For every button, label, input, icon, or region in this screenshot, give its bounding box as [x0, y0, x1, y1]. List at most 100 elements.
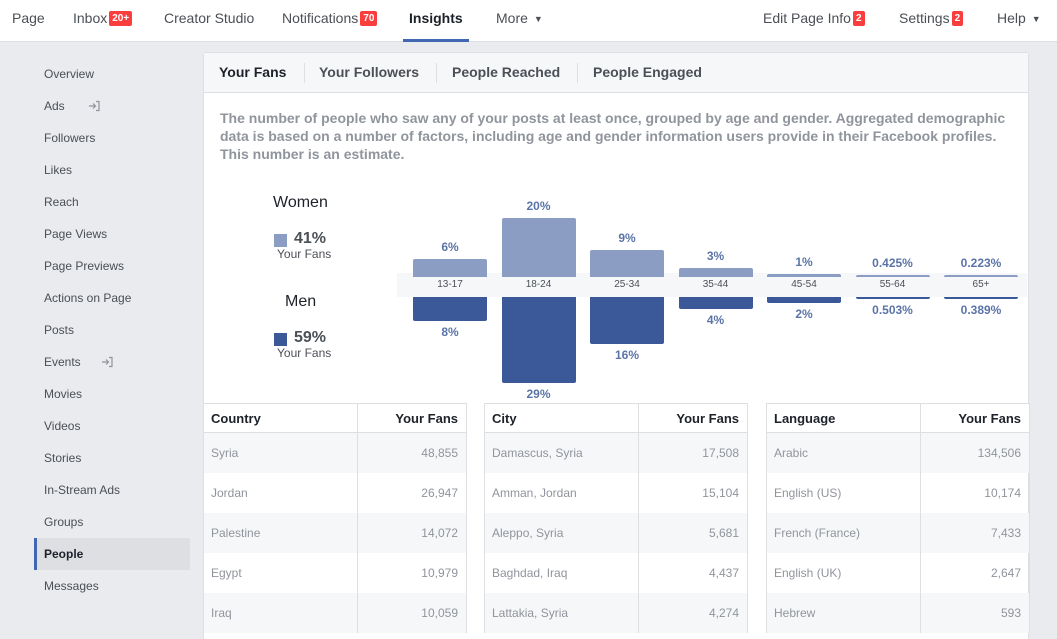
column-divider — [638, 404, 639, 432]
table-cell-name: Jordan — [211, 486, 248, 500]
age-label-18-24: 18-24 — [525, 279, 552, 290]
men-bar-35-44[interactable] — [678, 297, 753, 309]
sidebar-item-stories[interactable]: Stories — [34, 442, 190, 474]
column-header[interactable]: Country — [211, 411, 261, 426]
sidebar-item-label: In-Stream Ads — [44, 483, 121, 497]
language-table: Language Your Fans Arabic 134,506 English … — [766, 403, 1030, 633]
table-cell-name: Aleppo, Syria — [492, 526, 564, 540]
table-cell-value: 593 — [1000, 606, 1021, 620]
table-cell-value: 10,059 — [421, 606, 458, 620]
tab-your-fans[interactable]: Your Fans — [219, 53, 286, 93]
women-bar-65+[interactable] — [944, 275, 1018, 277]
table-body: Arabic 134,506 English (US) 10,174 French … — [767, 433, 1029, 633]
legend-women-sub: Your Fans — [277, 247, 332, 261]
sidebar-item-label: Page Views — [44, 227, 108, 241]
men-bar-55-64[interactable] — [855, 297, 930, 299]
women-bar-55-64[interactable] — [855, 275, 930, 277]
nav-inbox-label: Inbox — [73, 10, 108, 26]
age-label-35-44: 35-44 — [702, 279, 729, 290]
men-bar-18-24[interactable] — [501, 297, 576, 383]
sidebar-item-label: People — [44, 547, 84, 561]
men-bar-13-17[interactable] — [413, 297, 487, 321]
sidebar-item-actions-on-page[interactable]: Actions on Page — [34, 282, 190, 314]
women-bar-45-54[interactable] — [767, 274, 841, 277]
column-divider — [920, 473, 921, 513]
column-header[interactable]: Your Fans — [676, 411, 739, 426]
table-cell-value: 4,274 — [708, 606, 739, 620]
table-row: Lattakia, Syria 4,274 — [485, 593, 747, 633]
table-cell-value: 17,508 — [702, 446, 739, 460]
nav-creator-studio[interactable]: Creator Studio — [164, 0, 254, 42]
women-bar-35-44[interactable] — [678, 268, 753, 277]
men-bar-label-55-64: 0.503% — [872, 303, 913, 317]
tab-your-followers[interactable]: Your Followers — [319, 53, 419, 93]
notifications-badge: 70 — [360, 11, 378, 26]
nav-insights[interactable]: Insights — [403, 0, 469, 42]
sidebar-item-posts[interactable]: Posts — [34, 314, 190, 346]
nav-notifications[interactable]: Notifications 70 — [282, 0, 378, 42]
column-header[interactable]: City — [492, 411, 517, 426]
sidebar-item-likes[interactable]: Likes — [34, 154, 190, 186]
sidebar-item-overview[interactable]: Overview — [34, 58, 190, 90]
table-cell-name: Hebrew — [774, 606, 816, 620]
age-axis-band — [397, 273, 1027, 297]
sidebar: Overview Ads Followers Likes Reach Page … — [34, 58, 190, 602]
table-cell-value: 15,104 — [702, 486, 739, 500]
login-arrow-icon — [89, 100, 100, 112]
sidebar-item-events[interactable]: Events — [34, 346, 190, 378]
sidebar-item-movies[interactable]: Movies — [34, 378, 190, 410]
column-header[interactable]: Your Fans — [395, 411, 458, 426]
women-bar-18-24[interactable] — [501, 218, 576, 277]
table-cell-value: 7,433 — [990, 526, 1021, 540]
women-bar-label-65+: 0.223% — [960, 256, 1002, 270]
table-row: Iraq 10,059 — [204, 593, 466, 633]
women-bar-label-35-44: 3% — [706, 249, 725, 264]
nav-page[interactable]: Page — [12, 0, 45, 42]
sidebar-item-page-previews[interactable]: Page Previews — [34, 250, 190, 282]
insights-panel: Your Fans Your Followers People Reached … — [203, 52, 1030, 639]
sidebar-item-groups[interactable]: Groups — [34, 506, 190, 538]
sidebar-item-videos[interactable]: Videos — [34, 410, 190, 442]
women-bar-25-34[interactable] — [590, 250, 664, 277]
men-bar-65+[interactable] — [944, 297, 1018, 299]
tab-label: People Reached — [452, 64, 561, 80]
sidebar-item-followers[interactable]: Followers — [34, 122, 190, 154]
sidebar-item-messages[interactable]: Messages — [34, 570, 190, 602]
table-cell-value: 10,979 — [421, 566, 458, 580]
tab-people-engaged[interactable]: People Engaged — [593, 53, 702, 93]
column-header[interactable]: Your Fans — [958, 411, 1021, 426]
table-cell-name: Amman, Jordan — [492, 486, 577, 500]
table-header: Language Your Fans — [767, 403, 1029, 433]
table-cell-name: Palestine — [211, 526, 261, 540]
column-header[interactable]: Language — [774, 411, 836, 426]
nav-more[interactable]: More ▼ — [496, 0, 543, 42]
city-table: City Your Fans Damascus, Syria 17,508 Amma… — [484, 403, 748, 633]
column-divider — [357, 553, 358, 593]
sidebar-item-label: Reach — [44, 195, 79, 209]
men-bar-45-54[interactable] — [767, 297, 841, 303]
column-divider — [357, 593, 358, 633]
table-cell-value: 10,174 — [984, 486, 1021, 500]
nav-inbox[interactable]: Inbox 20+ — [73, 0, 133, 42]
men-bar-25-34[interactable] — [590, 297, 664, 345]
women-bar-13-17[interactable] — [413, 259, 487, 277]
nav-settings[interactable]: Settings 2 — [899, 0, 964, 42]
sidebar-item-reach[interactable]: Reach — [34, 186, 190, 218]
column-divider — [638, 433, 639, 473]
table-cell-value: 48,855 — [421, 446, 458, 460]
nav-help[interactable]: Help ▼ — [997, 0, 1041, 42]
table-row: Hebrew 593 — [767, 593, 1029, 633]
men-bar-label-45-54: 2% — [795, 306, 813, 321]
sidebar-item-label: Messages — [44, 579, 99, 593]
nav-creator-studio-label: Creator Studio — [164, 10, 255, 26]
tab-people-reached[interactable]: People Reached — [452, 53, 560, 93]
nav-edit-page-info[interactable]: Edit Page Info 2 — [763, 0, 865, 42]
sidebar-item-in-stream-ads[interactable]: In-Stream Ads — [34, 474, 190, 506]
nav-page-label: Page — [12, 10, 45, 26]
table-cell-name: Syria — [211, 446, 239, 460]
sidebar-item-people[interactable]: People — [34, 538, 190, 570]
sidebar-item-ads[interactable]: Ads — [34, 90, 190, 122]
age-label-65+: 65+ — [972, 279, 990, 290]
table-cell-value: 5,681 — [708, 526, 739, 540]
sidebar-item-page-views[interactable]: Page Views — [34, 218, 190, 250]
